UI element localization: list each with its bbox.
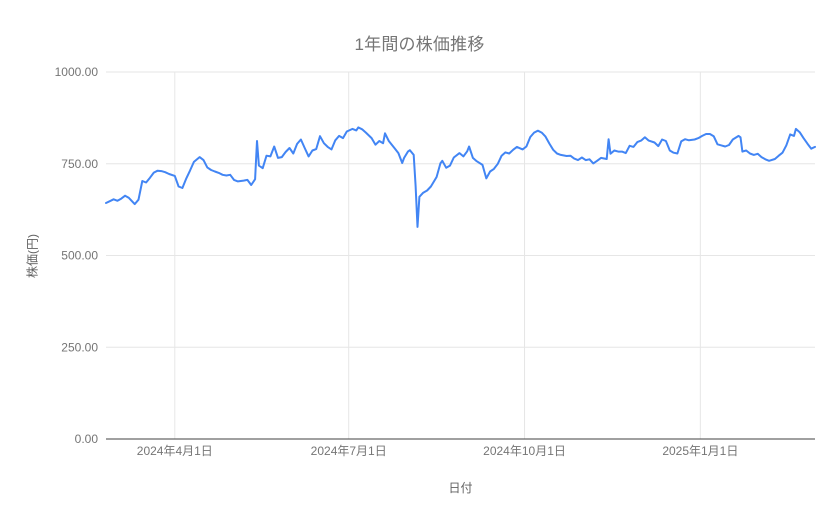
y-tick-label: 1000.00 — [55, 65, 99, 79]
y-tick-label: 750.00 — [61, 157, 98, 171]
chart-title: 1年間の株価推移 — [354, 35, 485, 54]
y-tick-label: 500.00 — [61, 249, 98, 263]
price-line — [105, 126, 816, 228]
x-axis-title: 日付 — [448, 481, 473, 495]
x-tick-label: 2024年10月1日 — [483, 444, 566, 458]
x-tick-label: 2025年1月1日 — [662, 444, 738, 458]
x-tick-label: 2024年7月1日 — [311, 444, 387, 458]
x-tick-label: 2024年4月1日 — [137, 444, 213, 458]
y-tick-label: 250.00 — [61, 340, 98, 354]
y-tick-label: 0.00 — [75, 432, 99, 446]
